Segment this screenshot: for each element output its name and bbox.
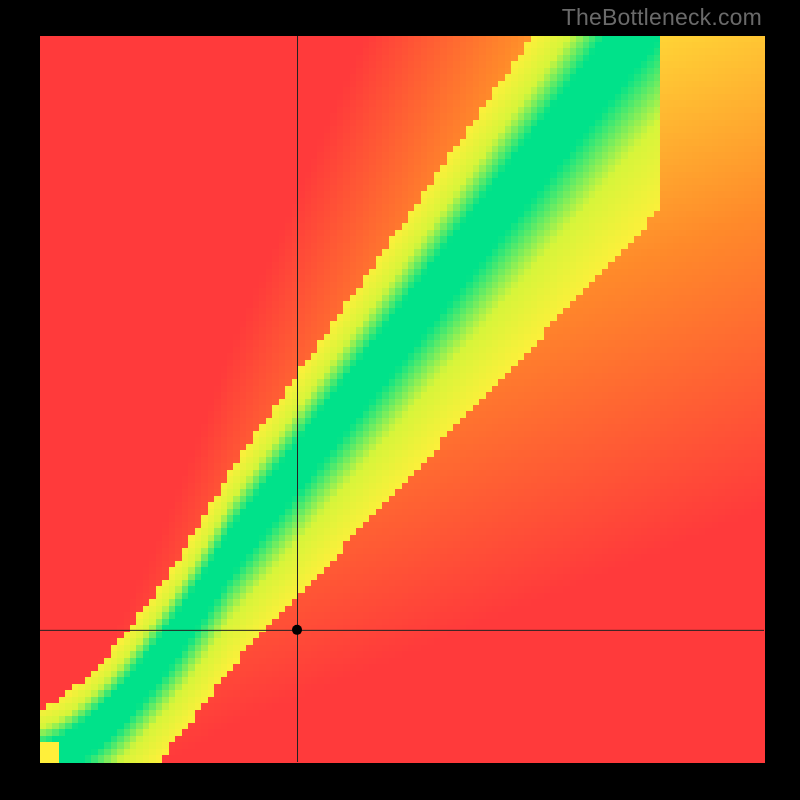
- heatmap-canvas: [0, 0, 800, 800]
- watermark-text: TheBottleneck.com: [562, 4, 762, 31]
